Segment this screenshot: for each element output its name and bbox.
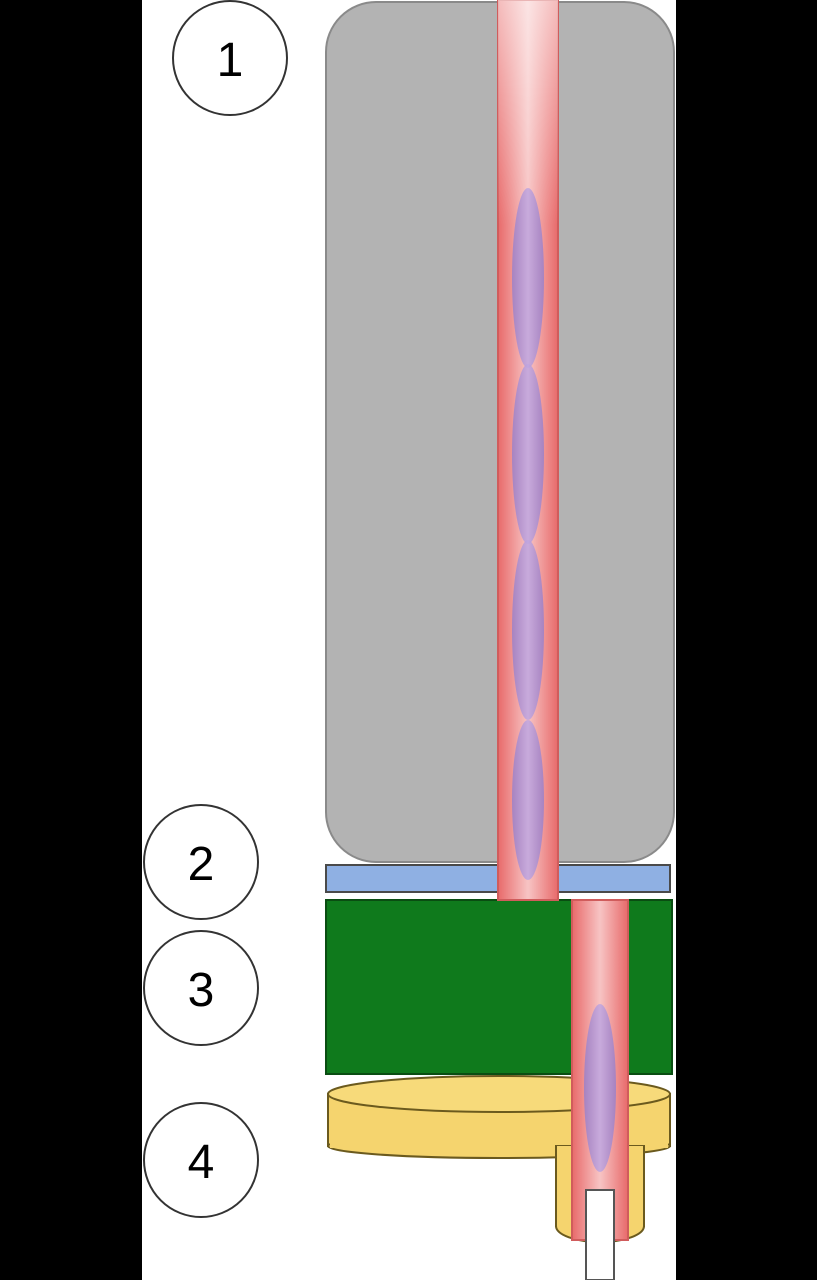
callout-1-label: 1 [217, 34, 244, 87]
callout-4: 4 [143, 1102, 259, 1218]
droplet-chain [512, 188, 544, 880]
droplet [512, 720, 544, 880]
callout-3-label: 3 [188, 964, 215, 1017]
callout-4-label: 4 [188, 1136, 215, 1189]
droplet [512, 364, 544, 544]
droplet [584, 1004, 616, 1172]
outlet-opening [585, 1189, 615, 1280]
droplet [512, 188, 544, 368]
droplet [512, 540, 544, 720]
callout-2: 2 [143, 804, 259, 920]
callout-1: 1 [172, 0, 288, 116]
callout-3: 3 [143, 930, 259, 1046]
callout-2-label: 2 [188, 838, 215, 891]
